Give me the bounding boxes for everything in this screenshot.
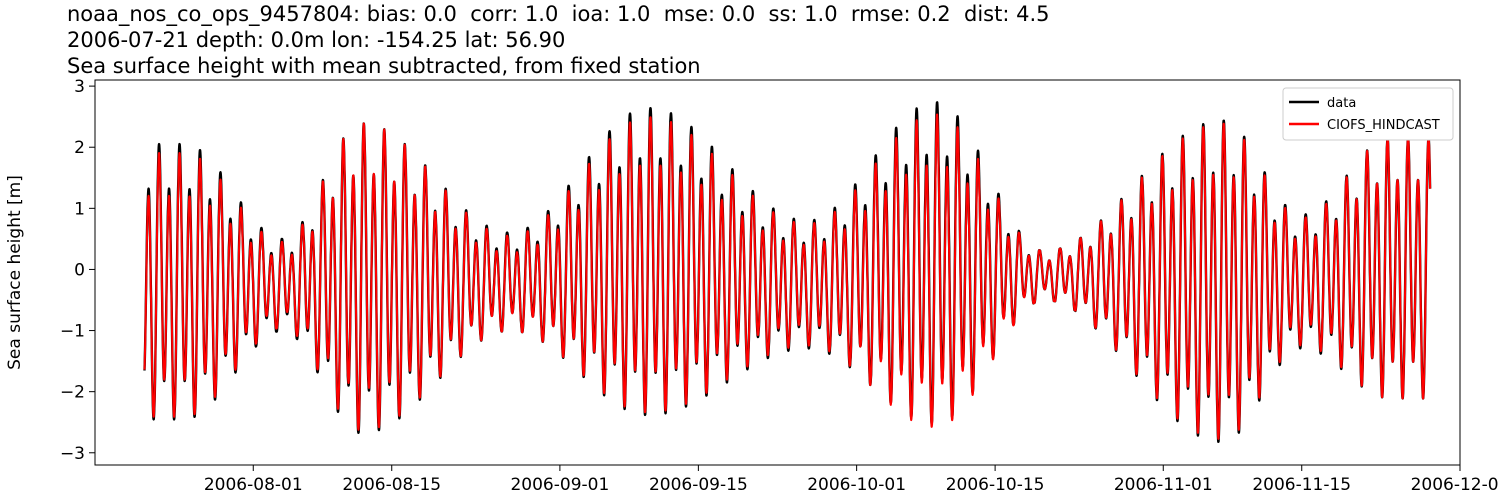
legend-label-data: data [1327, 96, 1356, 111]
x-tick-label: 2006-09-01 [510, 475, 609, 495]
legend: data CIOFS_HINDCAST [1282, 87, 1454, 141]
y-tick-label: 2 [74, 138, 85, 158]
x-tick-label: 2006-09-15 [649, 475, 748, 495]
y-axis: −3 −2 −1 0 1 2 3 [60, 77, 95, 464]
x-tick-label: 2006-08-01 [204, 475, 303, 495]
y-tick-label: −2 [60, 383, 85, 403]
x-tick-label: 2006-08-15 [342, 475, 441, 495]
y-tick-label: 0 [74, 260, 85, 280]
x-tick-label: 2006-11-01 [1114, 475, 1213, 495]
chart-title-line-2: 2006-07-21 depth: 0.0m lon: -154.25 lat:… [67, 28, 566, 52]
y-axis-label: Sea surface height [m] [5, 175, 25, 370]
y-tick-label: 1 [74, 199, 85, 219]
plot-area [143, 101, 1432, 443]
y-tick-label: −3 [60, 444, 85, 464]
chart-title-line-3: Sea surface height with mean subtracted,… [67, 54, 701, 78]
x-tick-label: 2006-12-01 [1411, 475, 1500, 495]
y-tick-label: −1 [60, 322, 85, 342]
chart-title-line-1: noaa_nos_co_ops_9457804: bias: 0.0 corr:… [67, 2, 1050, 26]
legend-box [1282, 87, 1454, 141]
y-tick-label: 3 [74, 77, 85, 97]
x-tick-label: 2006-10-15 [946, 475, 1045, 495]
x-tick-label: 2006-10-01 [807, 475, 906, 495]
series-line-ciofs-hindcast [143, 113, 1432, 440]
legend-label-ciofs-hindcast: CIOFS_HINDCAST [1327, 118, 1440, 133]
plot-frame [94, 79, 1461, 466]
x-axis: 2006-08-01 2006-08-15 2006-09-01 2006-09-15… [204, 465, 1500, 495]
x-tick-label: 2006-11-15 [1252, 475, 1351, 495]
